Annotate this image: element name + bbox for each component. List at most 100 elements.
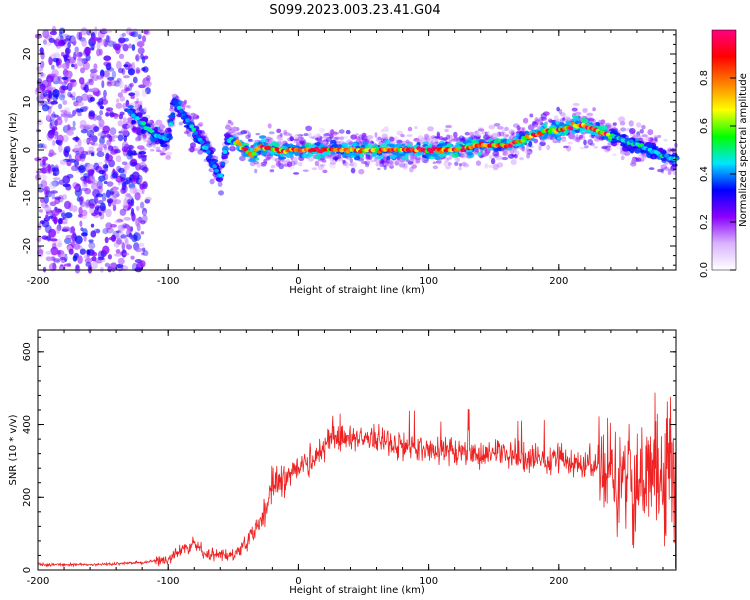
halo-cell: [520, 147, 526, 152]
noise-cell: [123, 135, 128, 142]
halo-cell: [631, 157, 637, 164]
halo-cell: [442, 136, 448, 141]
noise-cell: [74, 46, 79, 53]
halo-cell: [395, 139, 403, 144]
noise-cell: [81, 215, 88, 220]
noise-cell: [61, 134, 69, 143]
halo-cell: [389, 163, 394, 169]
halo-cell: [587, 139, 593, 146]
noise-cell: [119, 208, 127, 216]
noise-cell: [106, 67, 115, 72]
chart-title: S099.2023.003.23.41.G04: [269, 3, 440, 18]
noise-cell: [138, 147, 147, 152]
halo-cell: [542, 111, 550, 116]
noise-cell: [70, 226, 75, 234]
halo-cell: [460, 154, 466, 159]
noise-cell: [61, 194, 68, 200]
noise-cell: [78, 206, 83, 215]
noise-cell: [63, 263, 71, 267]
halo-cell: [333, 136, 339, 141]
noise-cell: [88, 242, 96, 250]
noise-cell: [131, 262, 138, 272]
halo-cell: [247, 138, 253, 142]
band-cell: [580, 117, 588, 124]
band-cell: [471, 139, 477, 145]
colorbar-tick-label: 0.6: [699, 118, 710, 134]
noise-cell: [96, 48, 101, 57]
ridge-cell: [628, 139, 634, 144]
noise-cell: [122, 103, 126, 110]
noise-cell: [88, 240, 94, 244]
halo-cell: [188, 105, 192, 110]
noise-cell: [37, 99, 43, 107]
snr-x-tick-label: 0: [295, 576, 301, 587]
band-cell: [407, 143, 412, 148]
ridge-cell: [172, 100, 178, 105]
noise-cell: [79, 196, 84, 202]
halo-cell: [657, 134, 662, 139]
noise-cell: [48, 91, 53, 99]
noise-cell: [46, 115, 50, 121]
ridge-cell: [185, 118, 190, 123]
noise-cell: [81, 209, 88, 217]
halo-cell: [289, 136, 294, 142]
noise-cell: [122, 223, 128, 229]
noise-cell: [141, 48, 145, 54]
noise-cell: [91, 42, 95, 50]
noise-cell: [132, 175, 137, 182]
band-cell: [308, 144, 317, 149]
noise-cell: [45, 226, 51, 231]
band-cell: [294, 152, 300, 157]
halo-cell: [227, 129, 234, 133]
ridge-cell: [176, 105, 182, 110]
halo-cell: [161, 147, 166, 153]
halo-cell: [660, 168, 665, 174]
halo-cell: [650, 138, 658, 144]
noise-cell: [59, 94, 66, 101]
halo-cell: [486, 130, 491, 137]
halo-cell: [322, 169, 328, 174]
halo-cell: [130, 95, 135, 99]
noise-cell: [128, 183, 136, 189]
noise-cell: [69, 126, 76, 131]
noise-cell: [49, 201, 57, 207]
noise-cell: [86, 163, 95, 170]
noise-cell: [68, 82, 75, 87]
noise-cell: [94, 196, 99, 204]
halo-cell: [533, 124, 538, 128]
band-cell: [629, 148, 635, 154]
noise-cell: [65, 184, 72, 191]
noise-cell: [117, 134, 124, 142]
halo-cell: [628, 120, 634, 127]
noise-cell: [130, 31, 139, 38]
noise-cell: [83, 172, 90, 179]
halo-cell: [409, 166, 414, 173]
noise-cell: [73, 51, 77, 61]
halo-cell: [501, 156, 509, 161]
noise-cell: [121, 141, 129, 151]
noise-cell: [114, 115, 118, 120]
halo-cell: [645, 136, 651, 141]
halo-cell: [582, 107, 588, 111]
halo-cell: [612, 122, 617, 126]
noise-cell: [117, 224, 126, 232]
halo-cell: [265, 157, 271, 161]
noise-cell: [54, 135, 59, 140]
noise-cell: [144, 80, 152, 88]
noise-cell: [117, 120, 124, 127]
noise-cell: [96, 180, 103, 190]
colorbar-ticks: 0.0 0.2 0.4 0.6 0.8: [699, 70, 736, 278]
noise-cell: [48, 37, 55, 43]
noise-cell: [97, 199, 104, 205]
halo-cell: [444, 128, 449, 133]
halo-cell: [660, 164, 668, 170]
halo-cell: [572, 102, 580, 107]
halo-cell: [448, 139, 453, 144]
noise-cell: [135, 55, 139, 61]
halo-cell: [445, 124, 452, 129]
halo-cell: [225, 124, 231, 130]
noise-cell: [140, 231, 145, 235]
noise-cell: [133, 90, 140, 97]
halo-cell: [618, 116, 626, 123]
noise-cell: [48, 228, 57, 238]
